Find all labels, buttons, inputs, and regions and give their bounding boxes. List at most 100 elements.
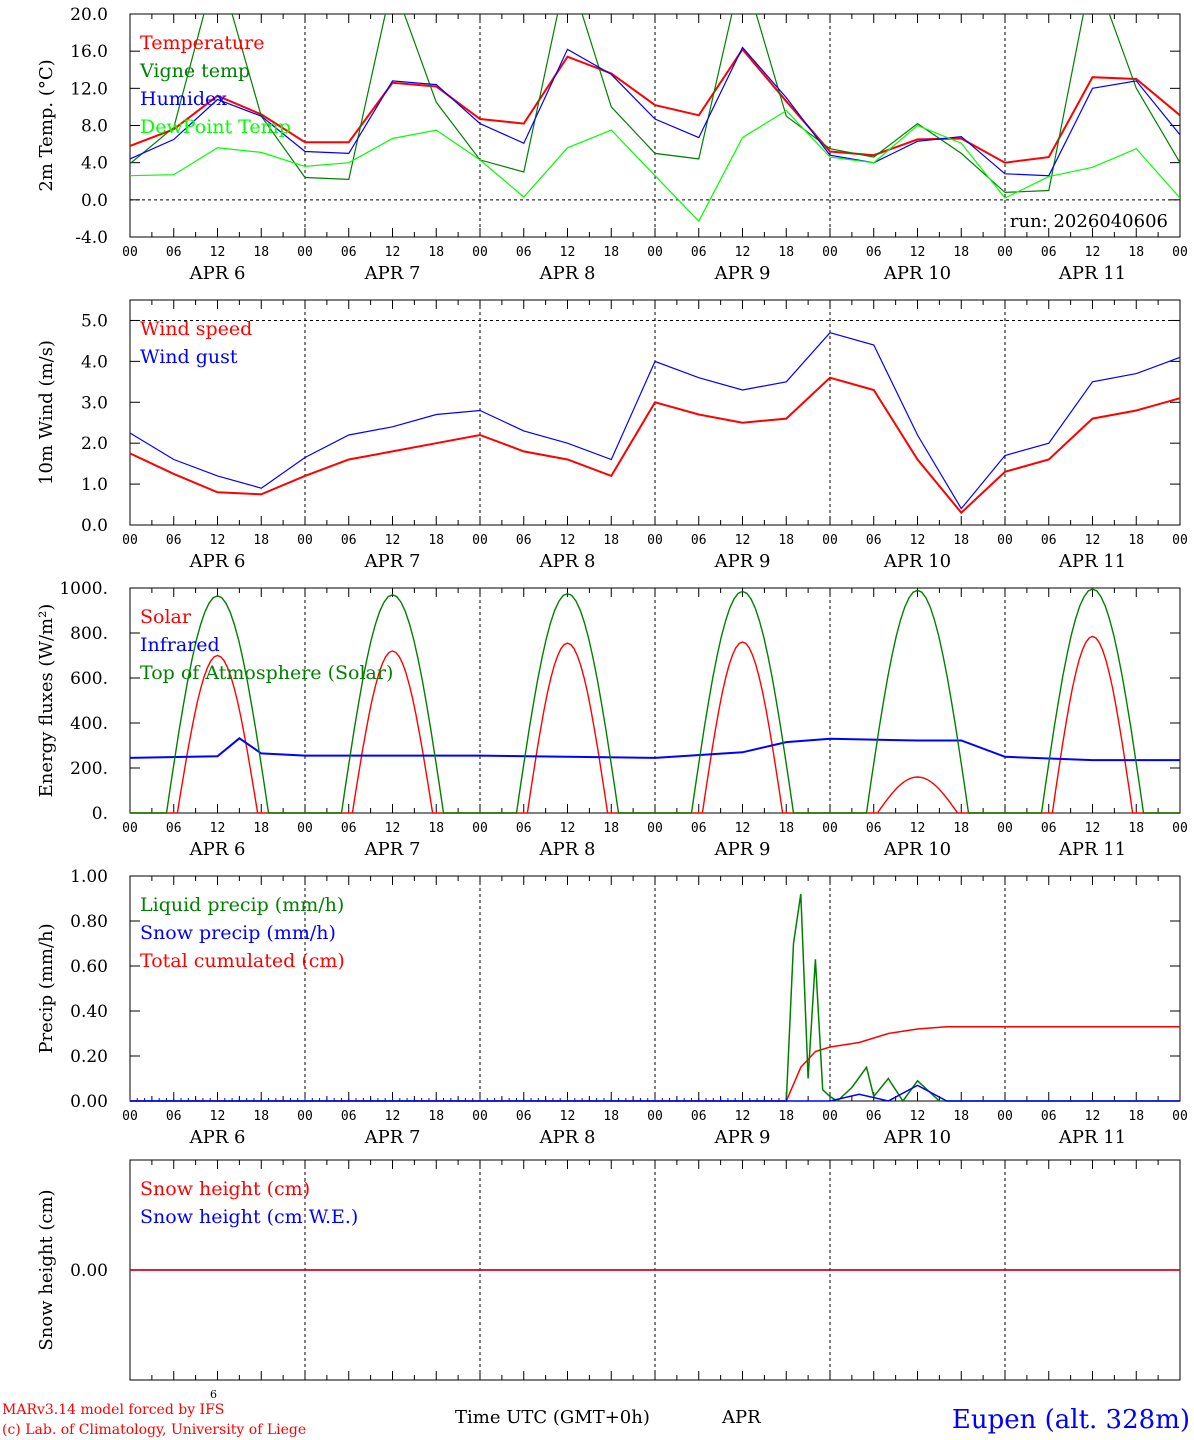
x-hour-label: 06 [691,1109,707,1124]
x-hour-label: 06 [341,245,357,260]
legend-entry: Snow height (cm) [140,1178,310,1200]
x-hour-label: 00 [122,821,138,836]
x-hour-label: 00 [297,533,313,548]
x-day-label: APR 6 [189,839,246,860]
x-hour-label: 18 [778,245,794,260]
x-hour-label: 18 [1128,533,1144,548]
x-hour-label: 00 [297,821,313,836]
x-hour-label: 12 [385,245,401,260]
x-hour-label: 18 [778,1109,794,1124]
y-tick-label: 0.20 [70,1047,108,1067]
y-tick-label: 0.60 [70,957,108,977]
x-hour-label: 18 [778,533,794,548]
y-axis-label: Snow height (cm) [36,1189,57,1350]
y-tick-label: -4.0 [75,228,108,248]
x-hour-label: 06 [166,821,182,836]
x-day-label: APR 9 [714,1127,771,1148]
y-tick-label: 0.80 [70,912,108,932]
x-hour-label: 00 [1172,1109,1188,1124]
legend-entry: Infrared [140,634,220,656]
panel-2: 00 06 12 18 00 06 12 18 00 06 12 18 00 06 12 18 00 06 12 18… [36,579,1188,860]
x-hour-label: 00 [647,821,663,836]
x-hour-label: 18 [253,1109,269,1124]
legend-entry: DewPoint Temp [140,116,291,138]
x-hour-label: 12 [735,821,751,836]
x-hour-label: 18 [778,821,794,836]
x-day-label: APR 8 [539,551,596,572]
y-tick-label: 8.0 [81,117,108,137]
y-tick-label: 400. [70,714,108,734]
run-annotation: run: 2026040606 [1010,211,1168,232]
y-tick-label: 200. [70,759,108,779]
x-day-label: APR 10 [883,1127,951,1148]
y-tick-label: 1.00 [70,867,108,887]
y-axis-label: Precip (mm/h) [36,923,57,1053]
series-lightgreen [130,109,1180,223]
x-day-label: APR 8 [539,263,596,284]
panel-4: 0.00 Snow height (cm) Snow height (cm) Snow… [36,1159,1181,1381]
x-hour-label: 00 [647,533,663,548]
x-hour-label: 06 [166,533,182,548]
y-tick-label: 0.00 [70,1261,108,1281]
x-hour-label: 18 [428,533,444,548]
x-day-label: APR 9 [714,263,771,284]
x-hour-label: 12 [210,821,226,836]
x-hour-label: 06 [1041,245,1057,260]
x-hour-label: 12 [210,533,226,548]
x-hour-label: 06 [166,1109,182,1124]
x-hour-label: 00 [1172,821,1188,836]
month-label: APR [721,1407,761,1428]
x-day-label: APR 8 [539,839,596,860]
x-hour-label: 12 [385,821,401,836]
x-hour-label: 18 [953,1109,969,1124]
legend-entry: Temperature [140,32,264,54]
x-hour-label: 12 [560,533,576,548]
x-hour-label: 12 [910,1109,926,1124]
x-hour-label: 18 [953,533,969,548]
x-hour-label: 12 [910,821,926,836]
legend-entry: Snow height (cm W.E.) [140,1206,358,1228]
x-hour-label: 12 [210,1109,226,1124]
x-hour-label: 12 [910,245,926,260]
x-day-label: APR 9 [714,839,771,860]
x-hour-label: 18 [603,533,619,548]
x-hour-label: 00 [472,245,488,260]
legend-entry: Solar [140,606,192,628]
x-hour-label: 00 [822,1109,838,1124]
x-day-label: APR 9 [714,551,771,572]
x-hour-label: 06 [691,533,707,548]
y-tick-label: 0.00 [70,1092,108,1112]
x-hour-label: 00 [122,1109,138,1124]
x-hour-label: 12 [560,821,576,836]
x-hour-label: 12 [385,533,401,548]
x-hour-label: 00 [647,245,663,260]
x-hour-label: 00 [997,1109,1013,1124]
x-hour-label: 06 [516,1109,532,1124]
panel-0: 00 06 12 18 00 06 12 18 00 06 12 18 00 06 12 18 00 06 12 18… [36,5,1188,284]
x-hour-label: 12 [210,245,226,260]
model-credit: MARv3.14 model forced by IFS [2,1402,224,1418]
series-green [130,588,1180,814]
x-day-label: APR 7 [364,1127,421,1148]
legend-entry: Humidex [140,88,227,110]
x-hour-label: 18 [603,1109,619,1124]
x-hour-label: 00 [297,1109,313,1124]
x-hour-label: 12 [735,1109,751,1124]
x-day-label: APR 11 [1058,1127,1126,1148]
x-hour-label: 18 [253,821,269,836]
x-hour-label: 06 [341,1109,357,1124]
x-hour-label: 18 [953,245,969,260]
x-hour-label: 18 [1128,245,1144,260]
x-hour-label: 18 [603,245,619,260]
y-tick-label: 600. [70,669,108,689]
x-hour-label: 00 [647,1109,663,1124]
copyright-credit: (c) Lab. of Climatology, University of L… [2,1422,306,1438]
x-hour-label: 00 [997,533,1013,548]
x-day-label: APR 6 [189,263,246,284]
x-hour-label: 00 [1172,533,1188,548]
x-hour-label: 00 [472,821,488,836]
legend-entry: Liquid precip (mm/h) [140,894,344,916]
x-hour-label: 06 [516,245,532,260]
x-hour-label: 12 [735,245,751,260]
